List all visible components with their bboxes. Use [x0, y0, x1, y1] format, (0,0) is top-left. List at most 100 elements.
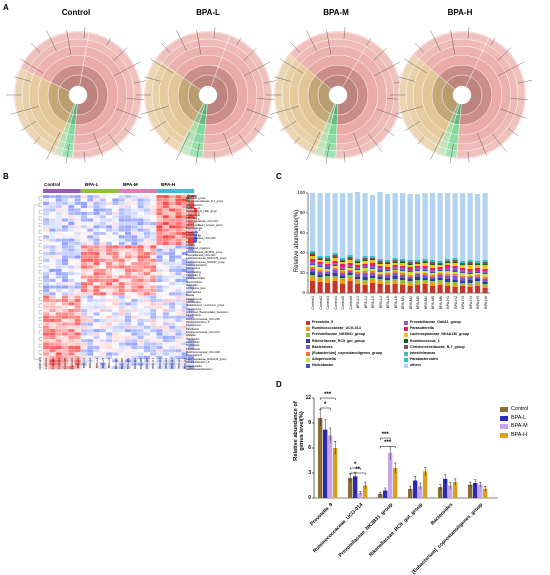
heatmap-cell: [49, 318, 56, 323]
krona-leader: [373, 47, 388, 62]
heatmap-cell: [74, 342, 81, 346]
heatmap-cell: [168, 315, 176, 320]
heatmap-genus-label: Lachnospiraceae_ND3007_group: [186, 260, 225, 264]
heatmap-cell: [80, 201, 88, 206]
heatmap-cell: [49, 275, 56, 279]
heatmap-cell: [99, 204, 107, 209]
heatmap-cell: [105, 318, 113, 323]
stacked-xlabel: BPA-L3: [371, 296, 375, 309]
heatmap-cell: [87, 322, 94, 326]
stacked-bar-segment: [317, 270, 323, 272]
heatmap-cell: [105, 315, 113, 320]
stacked-bar-segment: [355, 263, 361, 265]
heatmap-cell: [55, 292, 62, 296]
stacked-bar-segment: [377, 261, 383, 263]
stacked-bar-segment: [407, 267, 413, 270]
heatmap-cell: [124, 268, 132, 273]
heatmap-genus-label: Anaerofilum: [186, 341, 200, 345]
heatmap-dendrogram: [33, 204, 39, 360]
heatmap-sample-label: BPA-H2: [157, 358, 162, 369]
heatmap-cell: [99, 298, 107, 303]
heatmap-cell: [162, 335, 170, 340]
stacked-bar-segment: [430, 275, 436, 277]
stacked-bar-segment: [400, 261, 406, 262]
heatmap-cell: [87, 251, 94, 256]
heatmap-genus-label: Coprococcus: [186, 307, 202, 311]
krona-leader: [366, 37, 372, 46]
krona-charts: [6, 27, 533, 164]
stacked-bar-segment: [362, 257, 368, 258]
heatmap-cell: [124, 198, 132, 202]
heatmap-cell: [143, 285, 151, 289]
heatmap-cell: [42, 302, 50, 306]
heatmap-cell: [143, 235, 151, 239]
heatmap-genus-label: [Ruminococcus]_torques_group: [186, 223, 223, 227]
heatmap-cell: [124, 345, 132, 350]
heatmap-sample-label: BPA-L4: [94, 358, 99, 369]
heatmap-cell: [99, 218, 107, 222]
krona-leader: [150, 120, 167, 132]
heatmap-cell: [112, 298, 119, 303]
heatmap-cell: [118, 318, 125, 323]
heatmap-cell: [143, 198, 151, 202]
heatmap-cell: [93, 288, 100, 293]
stacked-bar-segment: [332, 258, 338, 261]
heatmap-cell: [162, 295, 170, 299]
heatmap-genus-label: Proteus: [186, 243, 195, 247]
stacked-xlabel: BPA-M3: [416, 296, 420, 310]
heatmap-cell: [156, 328, 163, 333]
heatmap-cell: [143, 251, 151, 256]
heatmap-cell: [162, 271, 170, 276]
stacked-bar-segment: [460, 263, 466, 264]
heatmap-cell: [68, 258, 75, 263]
heatmap-cell: [55, 278, 62, 283]
heatmap-dendrogram: [38, 323, 42, 328]
heatmap-cell: [42, 342, 50, 346]
heatmap-cell: [175, 201, 182, 206]
heatmap-sample-label: Control5: [63, 358, 68, 370]
heatmap-cell: [112, 238, 119, 242]
grouped-ytick-label: 12: [305, 395, 311, 401]
heatmap-cell: [162, 315, 170, 320]
stacked-bar-segment: [385, 262, 391, 263]
heatmap-sample-label: BPA-M2: [119, 358, 124, 370]
heatmap-cell: [175, 295, 182, 299]
heatmap-cell: [105, 268, 113, 273]
krona-leader: [274, 76, 291, 82]
heatmap-cell: [105, 295, 113, 299]
heatmap-cell: [105, 312, 113, 316]
heatmap-cell: [156, 208, 163, 212]
krona-leader: [517, 79, 533, 84]
heatmap-cell: [156, 312, 163, 316]
stacked-bar-segment: [430, 272, 436, 273]
stacked-bar-segment: [317, 272, 323, 275]
heatmap-cell: [68, 338, 75, 343]
heatmap-cell: [168, 308, 176, 313]
stacked-bar-segment: [377, 259, 383, 260]
heatmap-cell: [55, 228, 62, 232]
stacked-bar-segment: [437, 270, 443, 271]
heatmap-sample-label: Control1: [38, 358, 42, 370]
stacked-bar-segment: [475, 273, 481, 275]
heatmap-cell: [162, 198, 170, 202]
krona-leader: [161, 42, 170, 53]
heatmap-cell: [68, 322, 75, 326]
heatmap-cell: [55, 282, 62, 286]
heatmap-cell: [80, 211, 88, 216]
heatmap-cell: [99, 312, 107, 316]
heatmap-cell: [118, 338, 125, 343]
heatmap-cell: [131, 308, 138, 313]
stacked-bar-segment: [340, 261, 346, 262]
heatmap-cell: [99, 248, 107, 253]
stacked-bar-segment: [460, 272, 466, 273]
heatmap-cell: [187, 365, 195, 370]
heatmap-cell: [42, 335, 50, 340]
heatmap-cell: [55, 198, 62, 202]
stacked-bar-segment: [310, 256, 316, 259]
stacked-bar-segment: [430, 286, 436, 293]
heatmap-cell: [175, 352, 182, 356]
heatmap-cell: [162, 231, 170, 236]
heatmap-cell: [55, 211, 62, 216]
heatmap-cell: [99, 208, 107, 212]
heatmap-cell: [112, 265, 119, 269]
